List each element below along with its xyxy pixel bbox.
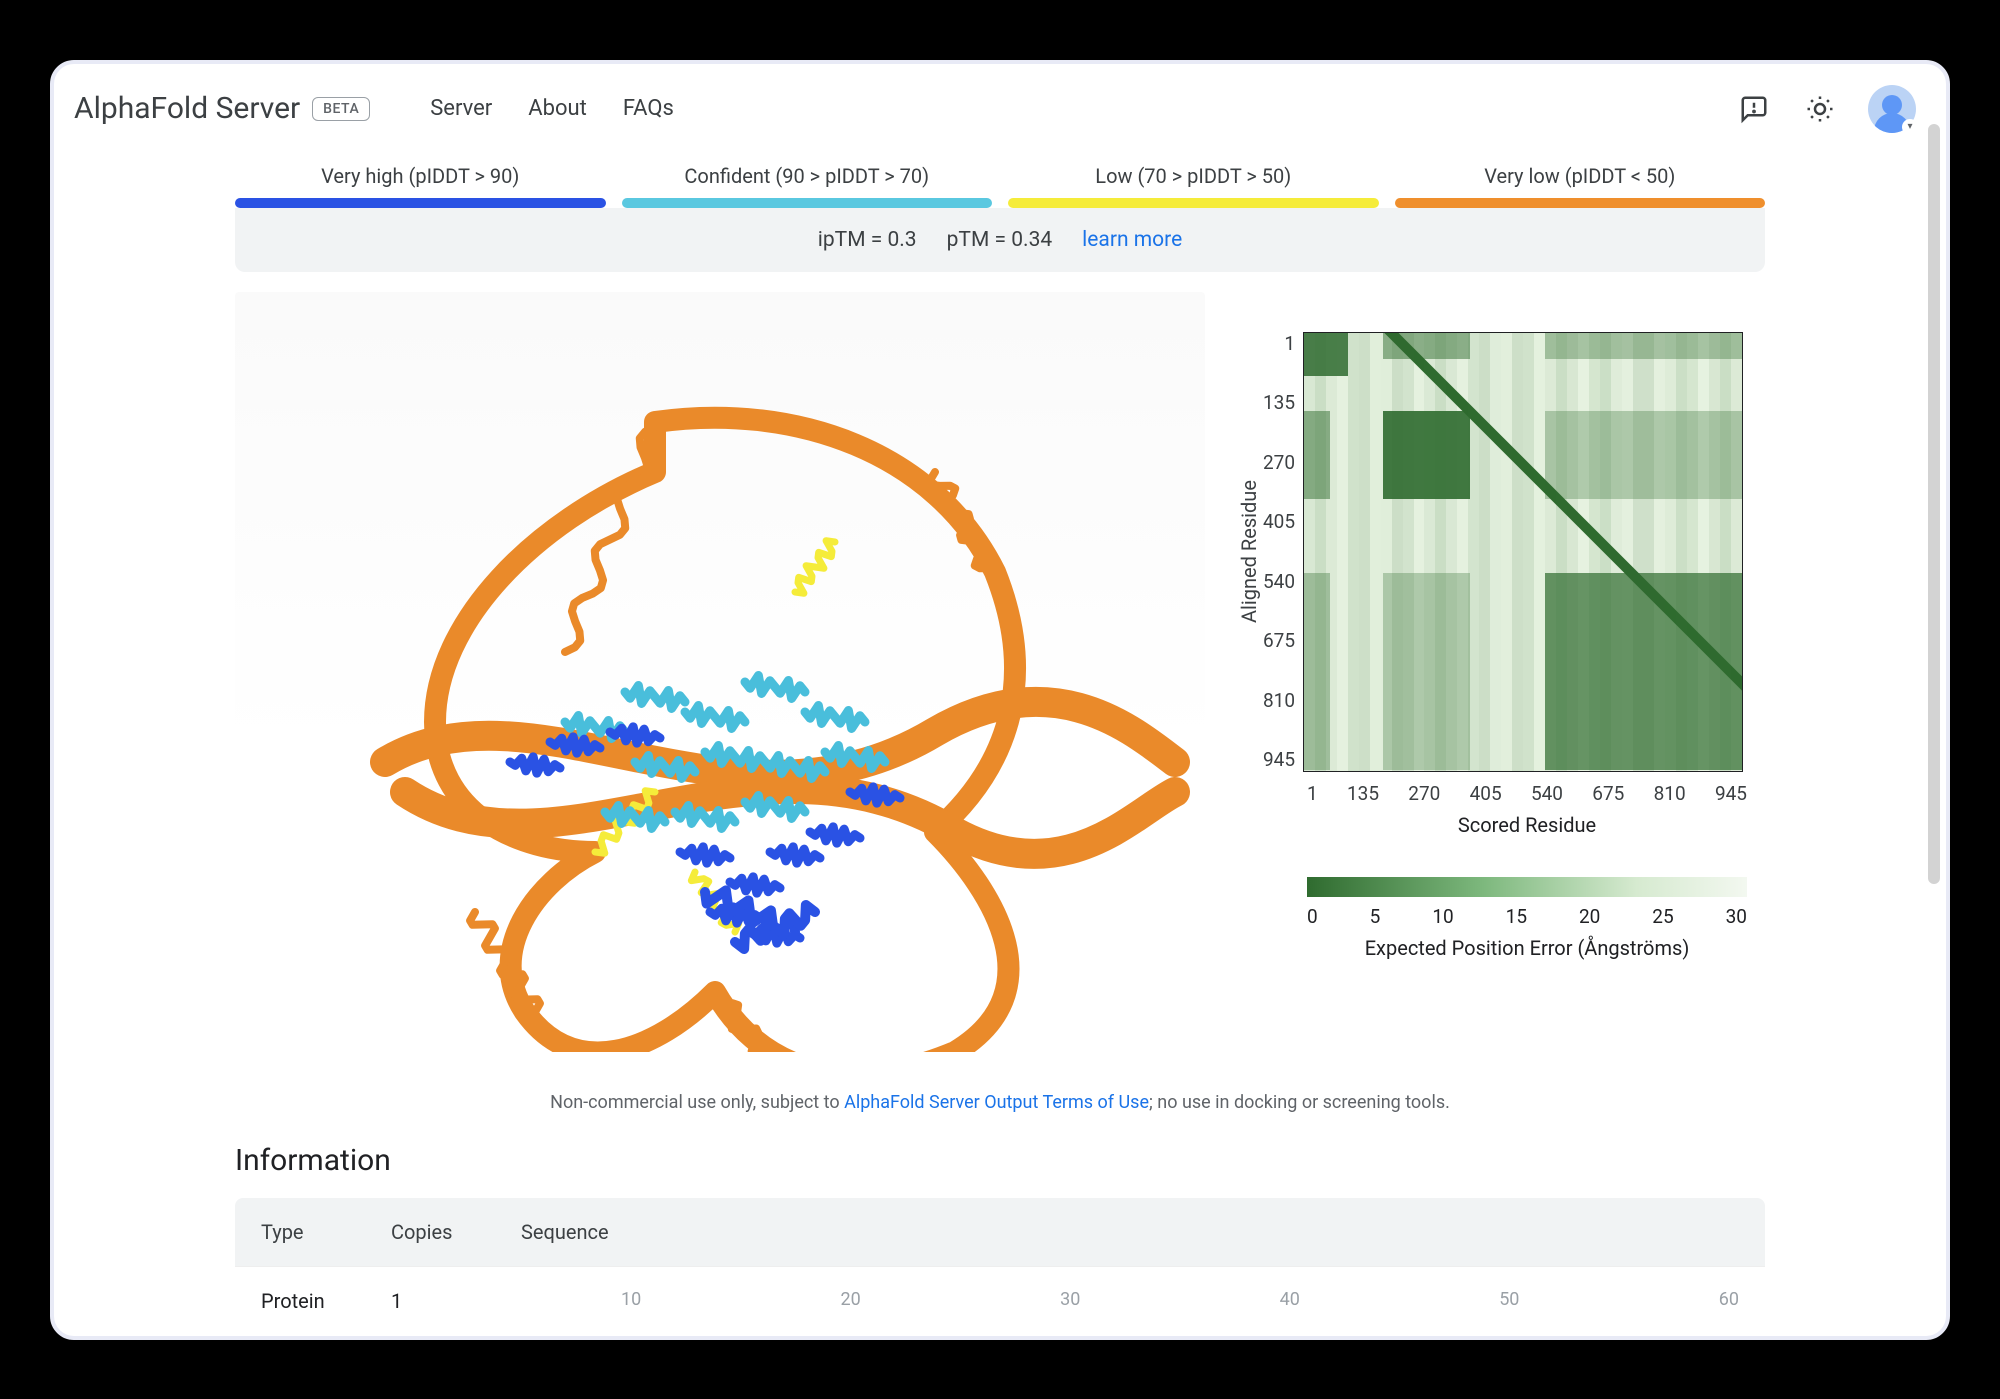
disclaimer-pre: Non-commercial use only, subject to [550,1092,844,1113]
conf-bar [1395,198,1766,208]
pae-y-axis-label: Aligned Residue [1235,332,1263,772]
brand: AlphaFold Server BETA [74,91,370,126]
pae-colorbar: 051015202530 Expected Position Error (Ån… [1307,877,1747,960]
iptm-value: ipTM = 0.3 [818,228,917,252]
terms-link[interactable]: AlphaFold Server Output Terms of Use [844,1092,1149,1113]
metrics-bar: ipTM = 0.3 pTM = 0.34 learn more [235,208,1765,272]
col-type: Type [261,1220,391,1244]
feedback-icon[interactable] [1736,91,1772,127]
header-actions: ▾ [1736,85,1916,133]
conf-bar [622,198,993,208]
conf-item-very-high: Very high (pIDDT > 90) [235,164,606,208]
table-row: Protein 1 102030405060 [235,1266,1765,1313]
pae-heatmap[interactable] [1303,332,1743,772]
nav-about[interactable]: About [528,96,587,121]
protein-structure [235,292,1205,1052]
information-heading: Information [235,1143,1765,1178]
col-copies: Copies [391,1220,521,1244]
colorbar-ticks: 051015202530 [1307,905,1747,928]
sequence-ruler: 102030405060 [521,1289,1739,1313]
disclaimer: Non-commercial use only, subject to Alph… [235,1092,1765,1113]
conf-item-very-low: Very low (pIDDT < 50) [1395,164,1766,208]
conf-label: Very high (pIDDT > 90) [235,164,606,188]
theme-toggle-icon[interactable] [1802,91,1838,127]
chevron-down-icon: ▾ [1902,119,1918,135]
pae-y-axis: 1135270405540675810945 [1263,332,1303,772]
nav: Server About FAQs [430,96,674,121]
content: Very high (pIDDT > 90) Confident (90 > p… [54,154,1946,1336]
conf-label: Low (70 > pIDDT > 50) [1008,164,1379,188]
conf-item-confident: Confident (90 > pIDDT > 70) [622,164,993,208]
account-avatar[interactable]: ▾ [1868,85,1916,133]
beta-badge: BETA [312,97,370,121]
conf-label: Very low (pIDDT < 50) [1395,164,1766,188]
disclaimer-post: ; no use in docking or screening tools. [1149,1092,1450,1113]
information-table: Type Copies Sequence Protein 1 102030405… [235,1198,1765,1313]
cell-type: Protein [261,1289,391,1313]
conf-bar [1008,198,1379,208]
scrollbar[interactable] [1928,124,1940,884]
brand-name: AlphaFold Server [74,91,300,126]
pae-x-axis: 1135270405540675810945 [1307,782,1747,805]
conf-item-low: Low (70 > pIDDT > 50) [1008,164,1379,208]
pae-panel: Aligned Residue 1135270405540675810945 1… [1235,292,1765,960]
cell-copies: 1 [391,1289,521,1313]
colorbar-label: Expected Position Error (Ångströms) [1307,936,1747,960]
nav-faqs[interactable]: FAQs [623,96,674,121]
app-window: AlphaFold Server BETA Server About FAQs [50,60,1950,1340]
ptm-value: pTM = 0.34 [947,228,1053,252]
confidence-legend: Very high (pIDDT > 90) Confident (90 > p… [235,164,1765,208]
colorbar-gradient [1307,877,1747,897]
header: AlphaFold Server BETA Server About FAQs [54,64,1946,154]
table-header: Type Copies Sequence [235,1198,1765,1266]
col-sequence: Sequence [521,1220,1739,1244]
visualization-row: Aligned Residue 1135270405540675810945 1… [235,292,1765,1052]
learn-more-link[interactable]: learn more [1082,228,1182,252]
nav-server[interactable]: Server [430,96,492,121]
structure-viewer[interactable] [235,292,1205,1052]
pae-x-axis-label: Scored Residue [1307,813,1747,837]
conf-bar [235,198,606,208]
conf-label: Confident (90 > pIDDT > 70) [622,164,993,188]
